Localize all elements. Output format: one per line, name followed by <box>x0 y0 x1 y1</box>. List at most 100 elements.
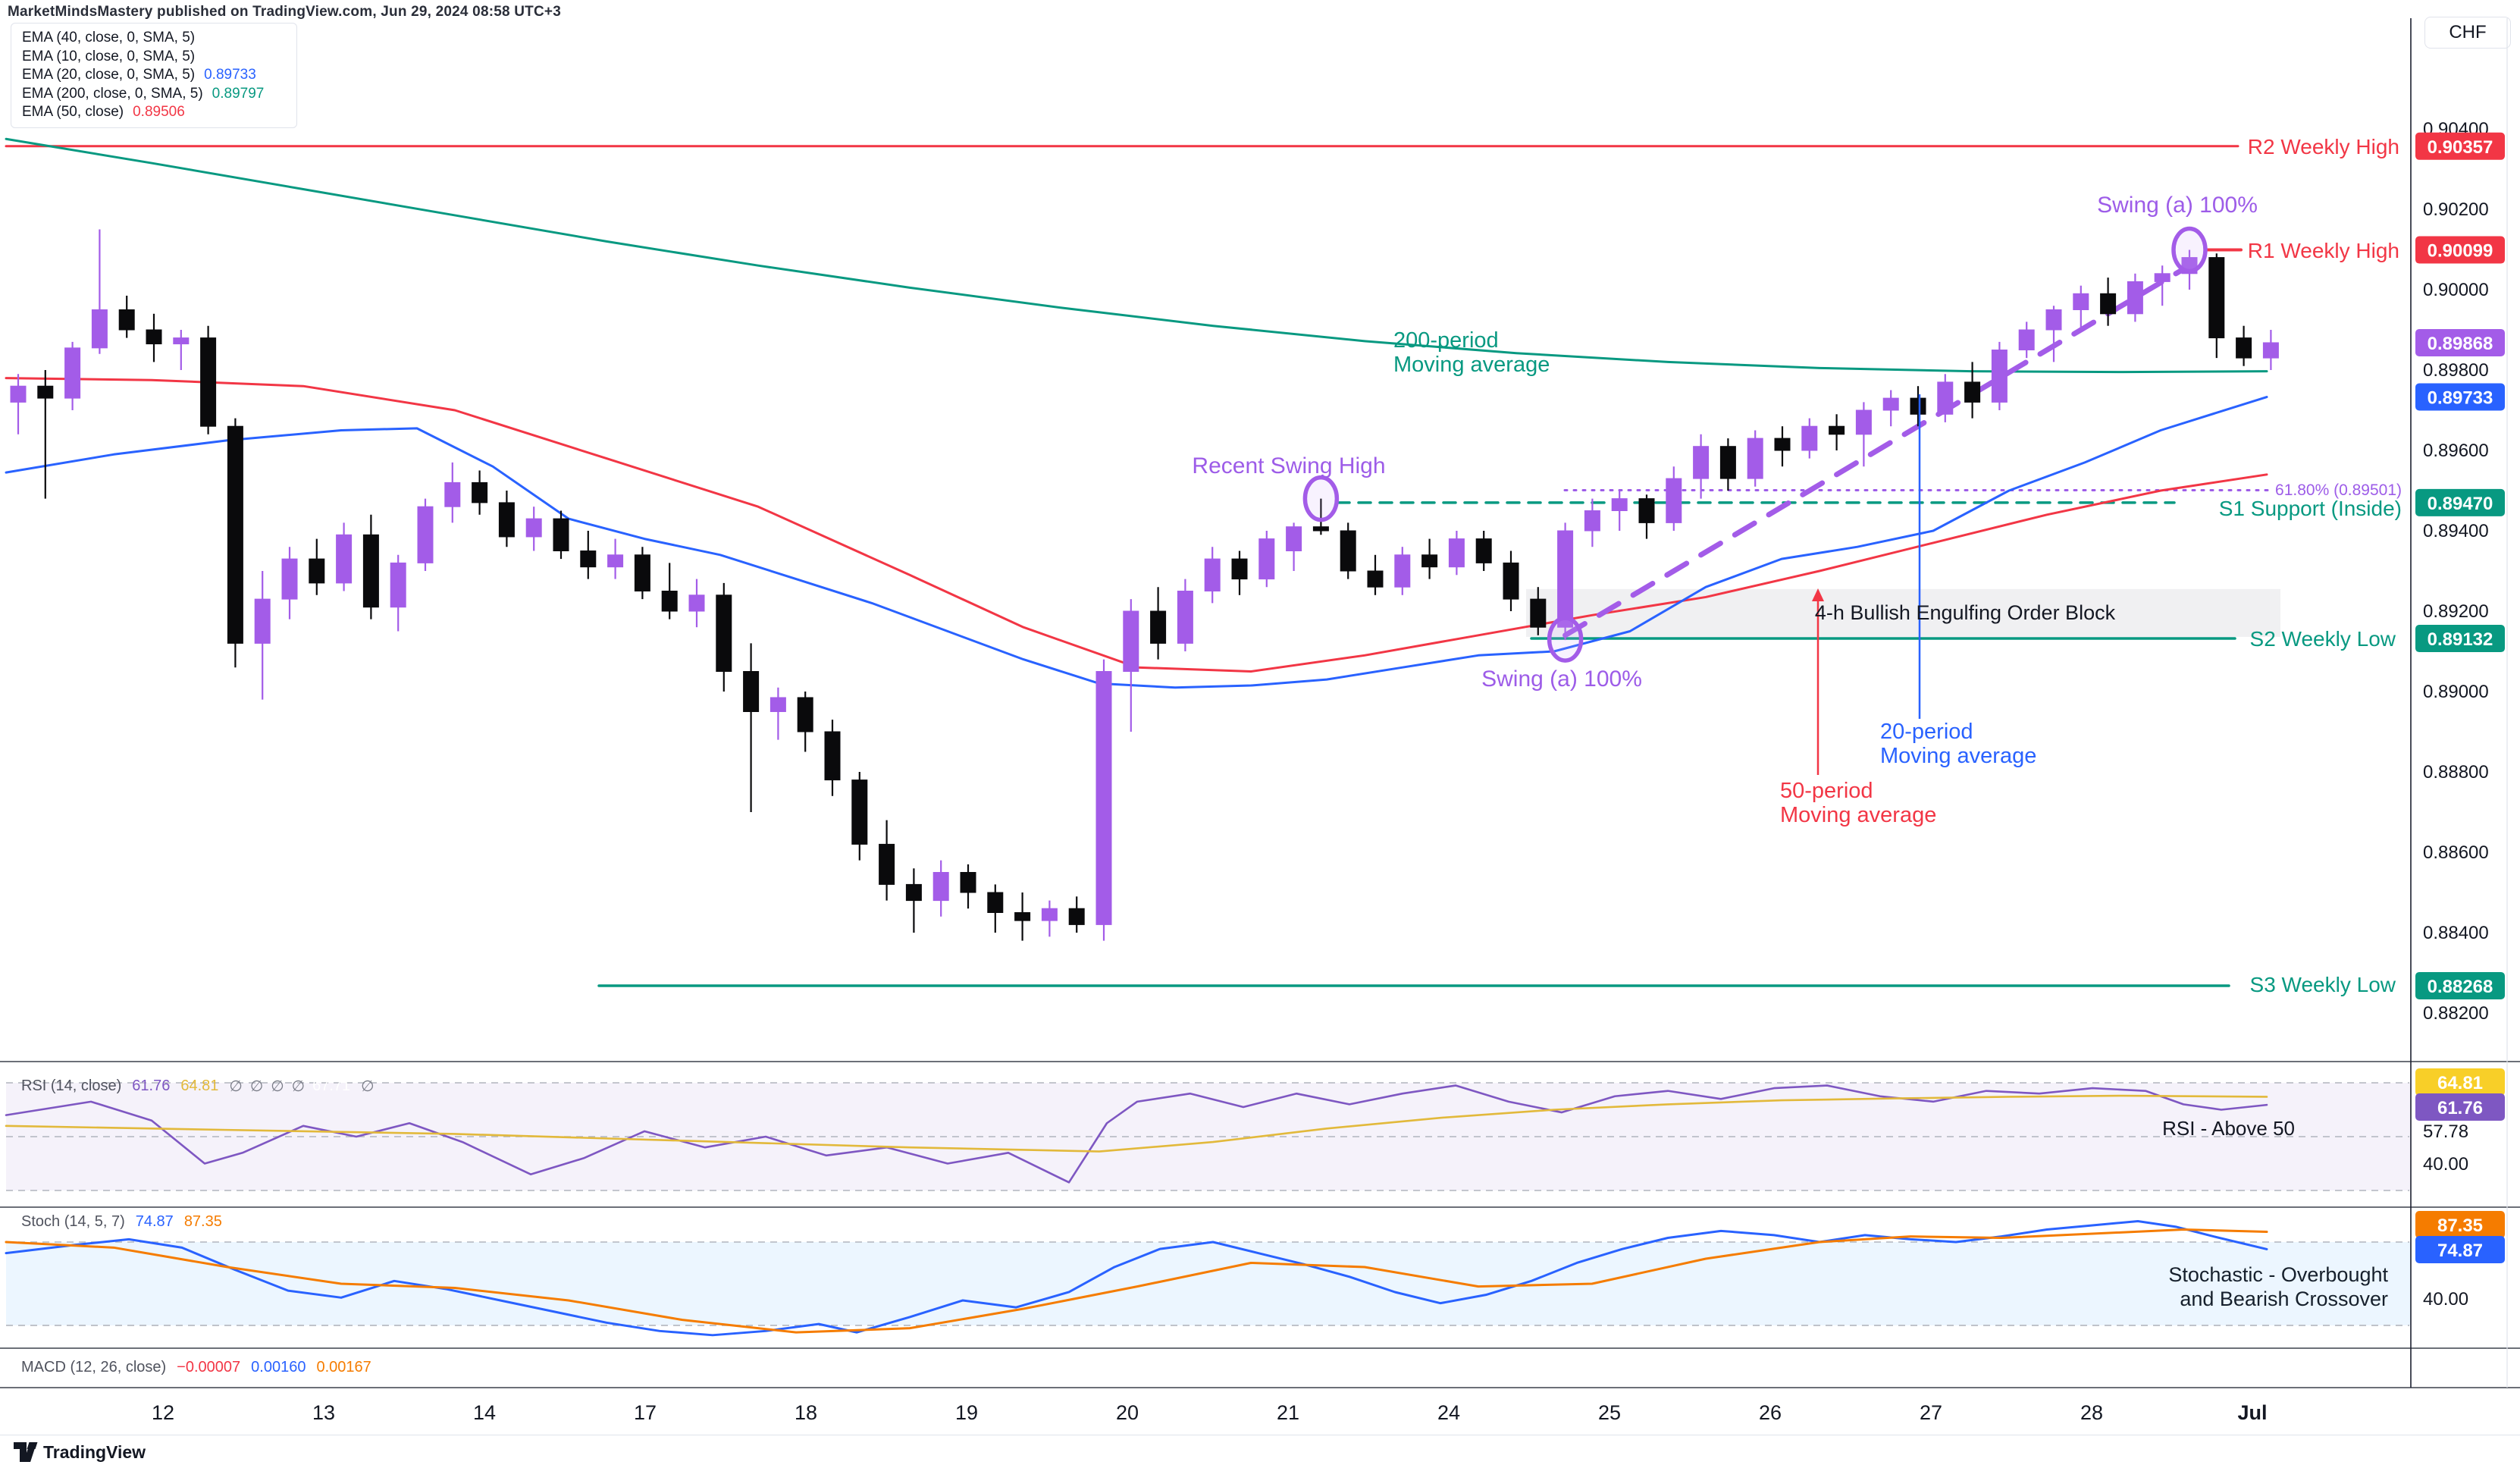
candle <box>1095 671 1112 925</box>
annotation-text: Recent Swing High <box>1192 453 1385 478</box>
moving-average-lines <box>5 137 2268 689</box>
candle <box>1177 591 1193 644</box>
price-axis[interactable]: 0.904000.902000.900000.898000.896000.894… <box>2410 18 2508 1388</box>
legend-value: 0.00160 <box>251 1359 306 1375</box>
svg-text:0.90099: 0.90099 <box>2428 241 2493 262</box>
candle <box>1584 510 1600 532</box>
candle <box>444 481 461 507</box>
svg-text:74.87: 74.87 <box>2437 1241 2483 1261</box>
candle <box>1964 381 1981 403</box>
candle <box>146 329 162 345</box>
svg-text:40.00: 40.00 <box>2423 1154 2468 1175</box>
candle <box>64 347 81 399</box>
candle <box>1041 908 1058 921</box>
svg-text:28: 28 <box>2080 1401 2103 1424</box>
tradingview-logo-icon <box>14 1442 38 1462</box>
legend-row-ema50[interactable]: EMA (50, close) 0.89506 <box>22 104 185 121</box>
legend-row-ema10[interactable]: EMA (10, close, 0, SMA, 5) <box>22 48 196 64</box>
annotation-text: 50-period <box>1780 779 1873 803</box>
annotation-text: RSI - Above 50 <box>2162 1117 2295 1140</box>
svg-text:61.76: 61.76 <box>2437 1098 2483 1118</box>
candle <box>1666 478 1682 523</box>
candle <box>1204 558 1221 591</box>
candle <box>525 518 542 538</box>
svg-text:13: 13 <box>312 1401 335 1424</box>
annotation-pointers <box>1812 394 1921 775</box>
candle <box>2100 293 2117 315</box>
candle <box>879 843 895 885</box>
time-axis[interactable]: 12 13 14 17 18 19 20 21 24 25 26 27 28 Jul <box>152 1401 2268 1424</box>
legend-value: ∅ <box>291 1078 306 1095</box>
swing-circle-marker <box>1547 616 1584 663</box>
svg-text:0.88200: 0.88200 <box>2423 1003 2489 1024</box>
svg-text:20: 20 <box>1116 1401 1139 1424</box>
svg-text:40.00: 40.00 <box>2423 1289 2468 1310</box>
candle <box>2073 293 2089 310</box>
annotation-text: R2 Weekly High <box>2248 135 2399 158</box>
candle <box>932 872 949 902</box>
candle <box>1014 912 1031 921</box>
candle <box>634 554 650 591</box>
legend-row-ema40[interactable]: EMA (40, close, 0, SMA, 5) <box>22 30 196 46</box>
candle <box>37 385 54 399</box>
candle <box>2154 273 2171 282</box>
candle <box>1829 425 1845 435</box>
candle <box>1855 409 1872 435</box>
candle <box>1991 350 2008 403</box>
candle <box>1394 554 1411 588</box>
indicator-legend-box: EMA (40, close, 0, SMA, 5) EMA (10, clos… <box>11 23 297 128</box>
svg-text:0.89200: 0.89200 <box>2423 601 2489 622</box>
candle <box>1747 438 1763 479</box>
macd-legend[interactable]: MACD (12, 26, close) −0.00007 0.00160 0.001… <box>21 1359 382 1376</box>
candle <box>2236 337 2252 359</box>
candle <box>1557 530 1574 628</box>
svg-text:0.90357: 0.90357 <box>2428 137 2493 158</box>
candle <box>553 518 569 551</box>
candle <box>824 731 841 781</box>
annotation-text: Moving average <box>1393 353 1550 377</box>
candle <box>2045 309 2062 331</box>
annotation-text: 61.80% (0.89501) <box>2275 481 2402 499</box>
rsi-legend[interactable]: RSI (14, close) 61.76 64.81 ∅ ∅ ∅ ∅ 67.71 ∅ <box>21 1077 382 1096</box>
candle <box>1312 526 1329 532</box>
candle <box>1530 598 1547 628</box>
candle <box>1503 562 1519 600</box>
candle <box>10 385 27 403</box>
candle <box>254 598 271 644</box>
tradingview-logo-text: TradingView <box>43 1441 146 1462</box>
svg-text:0.89132: 0.89132 <box>2428 629 2493 650</box>
annotation-text: Stochastic - Overbought <box>2168 1263 2388 1286</box>
annotation-text: S2 Weekly Low <box>2250 627 2396 651</box>
svg-text:17: 17 <box>634 1401 657 1424</box>
candle <box>1068 908 1085 925</box>
candle <box>227 425 243 644</box>
candle <box>851 779 868 845</box>
candle <box>1882 397 1899 411</box>
candle <box>688 594 705 612</box>
legend-row-ema20[interactable]: EMA (20, close, 0, SMA, 5) 0.89733 <box>22 67 256 83</box>
candle <box>417 506 434 563</box>
legend-value: ∅ <box>249 1078 264 1095</box>
annotation-text: 4-h Bullish Engulfing Order Block <box>1815 601 2116 624</box>
tradingview-logo: TradingView <box>14 1442 146 1463</box>
svg-text:57.78: 57.78 <box>2423 1121 2468 1142</box>
candle <box>2208 257 2225 339</box>
candle <box>91 309 108 349</box>
annotation-text: S1 Support (Inside) <box>2219 497 2402 520</box>
annotation-text: Swing (a) 100% <box>2097 193 2258 218</box>
stoch-legend[interactable]: Stoch (14, 5, 7) 74.87 87.35 <box>21 1213 233 1231</box>
candle <box>498 502 515 538</box>
candle <box>1231 558 1248 580</box>
svg-text:24: 24 <box>1437 1401 1460 1424</box>
legend-row-ema200[interactable]: EMA (200, close, 0, SMA, 5) 0.89797 <box>22 85 265 102</box>
candle <box>1611 498 1628 511</box>
candle <box>716 594 732 672</box>
currency-label: CHF <box>2424 17 2511 49</box>
candle <box>1801 425 1818 451</box>
svg-text:0.88400: 0.88400 <box>2423 923 2489 943</box>
legend-value: RSI (14, close) <box>21 1077 122 1094</box>
svg-text:64.81: 64.81 <box>2437 1073 2483 1093</box>
svg-text:21: 21 <box>1277 1401 1299 1424</box>
svg-text:12: 12 <box>152 1401 174 1424</box>
